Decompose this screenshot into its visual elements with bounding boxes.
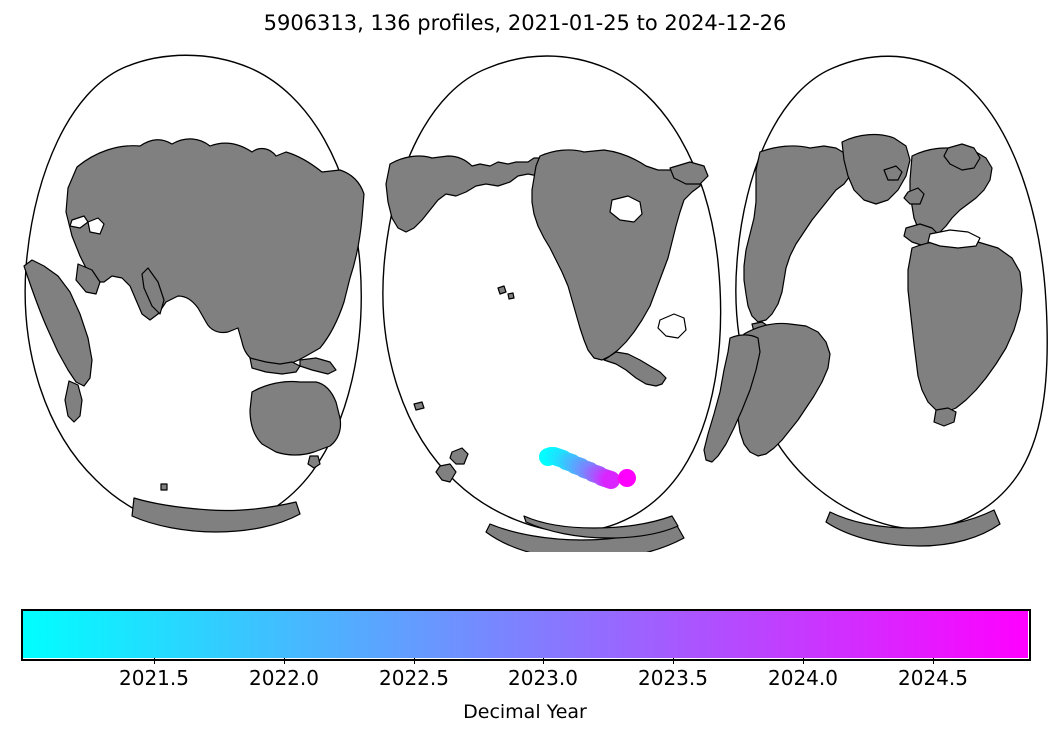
land-southafrica-tip: [933, 407, 957, 427]
land-india-peninsula: [141, 267, 165, 315]
colorbar-tick: [673, 658, 674, 664]
land-indonesia-left: [249, 357, 301, 375]
land-africa-east-left-lobe: [23, 259, 93, 387]
land-northamerica-east: [743, 145, 853, 323]
land-hudson-bay: [609, 195, 643, 223]
colorbar-tick: [414, 658, 415, 664]
colorbar-tick: [543, 658, 544, 664]
land-island-left-small: [160, 483, 168, 491]
colorbar-tick-label: 2022.0: [249, 666, 319, 690]
land-mediterranean-sea: [927, 229, 981, 249]
land-britain: [903, 187, 925, 205]
land-black-sea: [69, 215, 89, 229]
colorbar-axis-label: Decimal Year: [463, 701, 587, 723]
land-tasmania: [307, 455, 321, 469]
land-antarctica-right: [825, 509, 1001, 547]
land-scandinavia: [943, 143, 981, 171]
colorbar-tick-label: 2021.5: [119, 666, 189, 690]
profile-marker: [618, 469, 636, 487]
land-madagascar: [64, 380, 83, 423]
land-greenland-sliver: [669, 161, 709, 185]
land-newzealand-n: [449, 447, 469, 465]
colorbar-gradient: [22, 610, 1028, 658]
colorbar-tick: [284, 658, 285, 664]
land-fiji: [413, 401, 425, 411]
figure-title: 5906313, 136 profiles, 2021-01-25 to 202…: [263, 11, 787, 35]
land-newzealand-s: [435, 463, 457, 483]
land-antarctica-center-2: [523, 515, 679, 539]
land-centralamerica: [603, 351, 667, 387]
world-map: [23, 54, 1048, 552]
profile-marker: [602, 471, 620, 489]
land-hawaii-2: [507, 292, 515, 300]
colorbar-tick-label: 2023.5: [638, 666, 708, 690]
land-australia: [249, 380, 342, 456]
land-antarctica-left: [131, 497, 301, 533]
colorbar-tick: [154, 658, 155, 664]
map-land-masses: [23, 133, 1023, 552]
colorbar-tick-label: 2024.0: [768, 666, 838, 690]
land-arabia: [75, 263, 101, 295]
colorbar-tick: [803, 658, 804, 664]
land-gulf-mexico: [657, 313, 687, 339]
colorbar-tick: [933, 658, 934, 664]
colorbar-tick-label: 2022.5: [379, 666, 449, 690]
land-hawaii: [497, 285, 507, 295]
float-trajectory-markers: [539, 447, 636, 489]
colorbar: [21, 609, 1031, 661]
land-greenland: [841, 133, 911, 205]
colorbar-tick-label: 2024.5: [898, 666, 968, 690]
land-newguinea-left: [299, 357, 337, 375]
map-axes: [0, 52, 1050, 552]
colorbar-tick-label: 2023.0: [508, 666, 578, 690]
land-sea-caspian: [87, 217, 105, 235]
land-antarctica-center: [485, 523, 685, 552]
land-southamerica-west-split: [703, 334, 761, 463]
land-eurasia: [65, 138, 365, 369]
land-alaska-canada: [531, 149, 703, 361]
land-iceland: [883, 165, 903, 181]
